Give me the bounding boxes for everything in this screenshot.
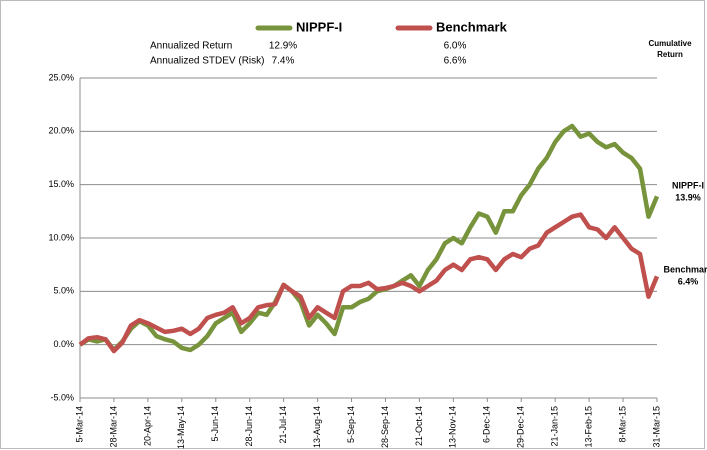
y-tick-label: 10.0% [48,232,74,242]
x-tick-label: 13-Aug-14 [312,406,322,448]
cumulative-header: Return [657,50,683,59]
end-label-name: NIPPF-I [672,180,704,190]
x-tick-label: 20-Apr-14 [142,406,152,446]
end-label-value: 13.9% [675,192,701,202]
x-tick-label: 29-Dec-14 [516,406,526,448]
x-tick-label: 28-Mar-14 [108,406,118,448]
x-tick-label: 21-Jan-15 [550,406,560,447]
y-tick-label: 15.0% [48,179,74,189]
y-tick-label: 5.0% [53,286,74,296]
stats-label: Annualized STDEV (Risk) [150,56,264,67]
x-tick-label: 13-May-14 [176,406,186,449]
stats-value: 7.4% [272,56,295,67]
series-line [78,123,660,353]
y-tick-label: 0.0% [53,339,74,349]
x-tick-label: 28-Jun-14 [244,406,254,447]
stats-value: 6.6% [444,56,467,67]
x-tick-label: 6-Dec-14 [482,406,492,443]
x-tick-label: 21-Jul-14 [278,406,288,444]
y-tick-label: -5.0% [50,392,74,402]
x-tick-label: 5-Jun-14 [210,406,220,442]
stats-label: Annualized Return [150,41,232,52]
cumulative-header: Cumulative [648,39,692,48]
x-tick-label: 8-Mar-15 [617,406,627,443]
end-label-value: 6.4% [678,276,699,286]
legend-label: NIPPF-I [296,19,342,34]
y-tick-label: 25.0% [48,72,74,82]
legend-label: Benchmark [436,19,508,34]
stats-value: 6.0% [444,41,467,52]
x-tick-label: 28-Sep-14 [380,406,390,448]
x-tick-label: 13-Feb-15 [583,406,593,448]
x-tick-label: 13-Nov-14 [448,406,458,448]
x-tick-label: 5-Sep-14 [346,406,356,443]
y-tick-label: 20.0% [48,126,74,136]
x-tick-label: 21-Oct-14 [414,406,424,446]
x-tick-label: 31-Mar-15 [651,406,661,448]
end-label-name: Benchmark [663,264,707,274]
series-line [78,212,660,354]
x-tick-label: 5-Mar-14 [74,406,84,443]
stats-value: 12.9% [269,41,297,52]
